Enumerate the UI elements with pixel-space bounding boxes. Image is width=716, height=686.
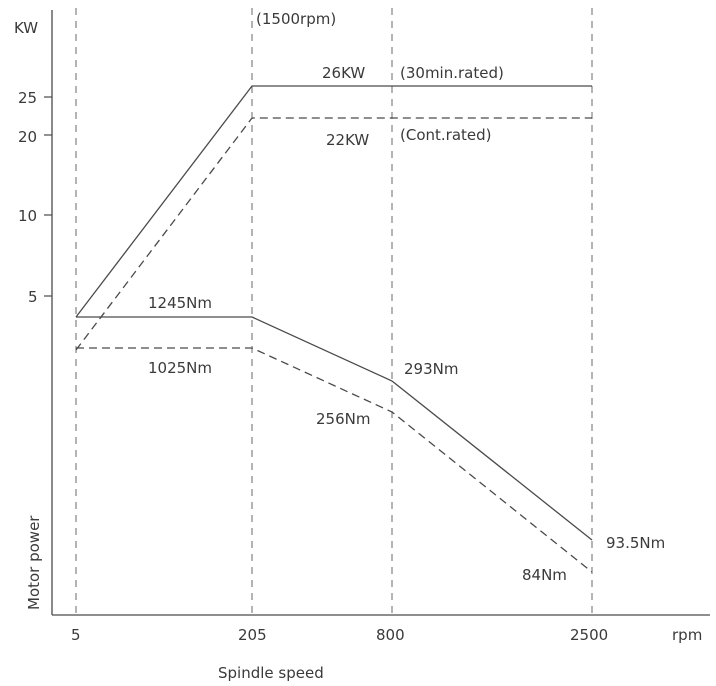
label-93-5nm: 93.5Nm xyxy=(606,534,665,552)
label-293nm: 293Nm xyxy=(404,360,458,378)
label-30min-rated: (30min.rated) xyxy=(400,64,504,82)
x-tick-label-2500: 2500 xyxy=(570,626,608,644)
label-1245nm: 1245Nm xyxy=(148,294,212,312)
y-tick-label-10: 10 xyxy=(18,207,37,225)
series-line-1 xyxy=(75,117,592,351)
y-tick-label-20: 20 xyxy=(18,128,37,146)
x-tick-label-205: 205 xyxy=(238,626,267,644)
y-unit-label: KW xyxy=(14,19,38,37)
series-group xyxy=(75,85,593,573)
top-annotation: (1500rpm) xyxy=(256,10,336,28)
x-tick-label-800: 800 xyxy=(376,626,405,644)
y-axis-title: Motor power xyxy=(25,515,43,610)
series-line-2 xyxy=(76,316,593,541)
label-22kw: 22KW xyxy=(326,131,369,149)
y-tick-marks xyxy=(44,96,52,297)
y-tick-label-5: 5 xyxy=(28,288,38,306)
grid-lines xyxy=(75,8,593,615)
x-axis-title: Spindle speed xyxy=(218,664,324,682)
series-line-3 xyxy=(76,347,593,573)
label-1025nm: 1025Nm xyxy=(148,359,212,377)
x-unit-label: rpm xyxy=(672,626,702,644)
label-26kw: 26KW xyxy=(322,64,365,82)
label-256nm: 256Nm xyxy=(316,410,370,428)
x-tick-label-5: 5 xyxy=(71,626,81,644)
label-cont-rated: (Cont.rated) xyxy=(400,126,492,144)
label-84nm: 84Nm xyxy=(522,566,567,584)
series-line-0 xyxy=(75,85,592,318)
y-tick-label-25: 25 xyxy=(18,89,37,107)
